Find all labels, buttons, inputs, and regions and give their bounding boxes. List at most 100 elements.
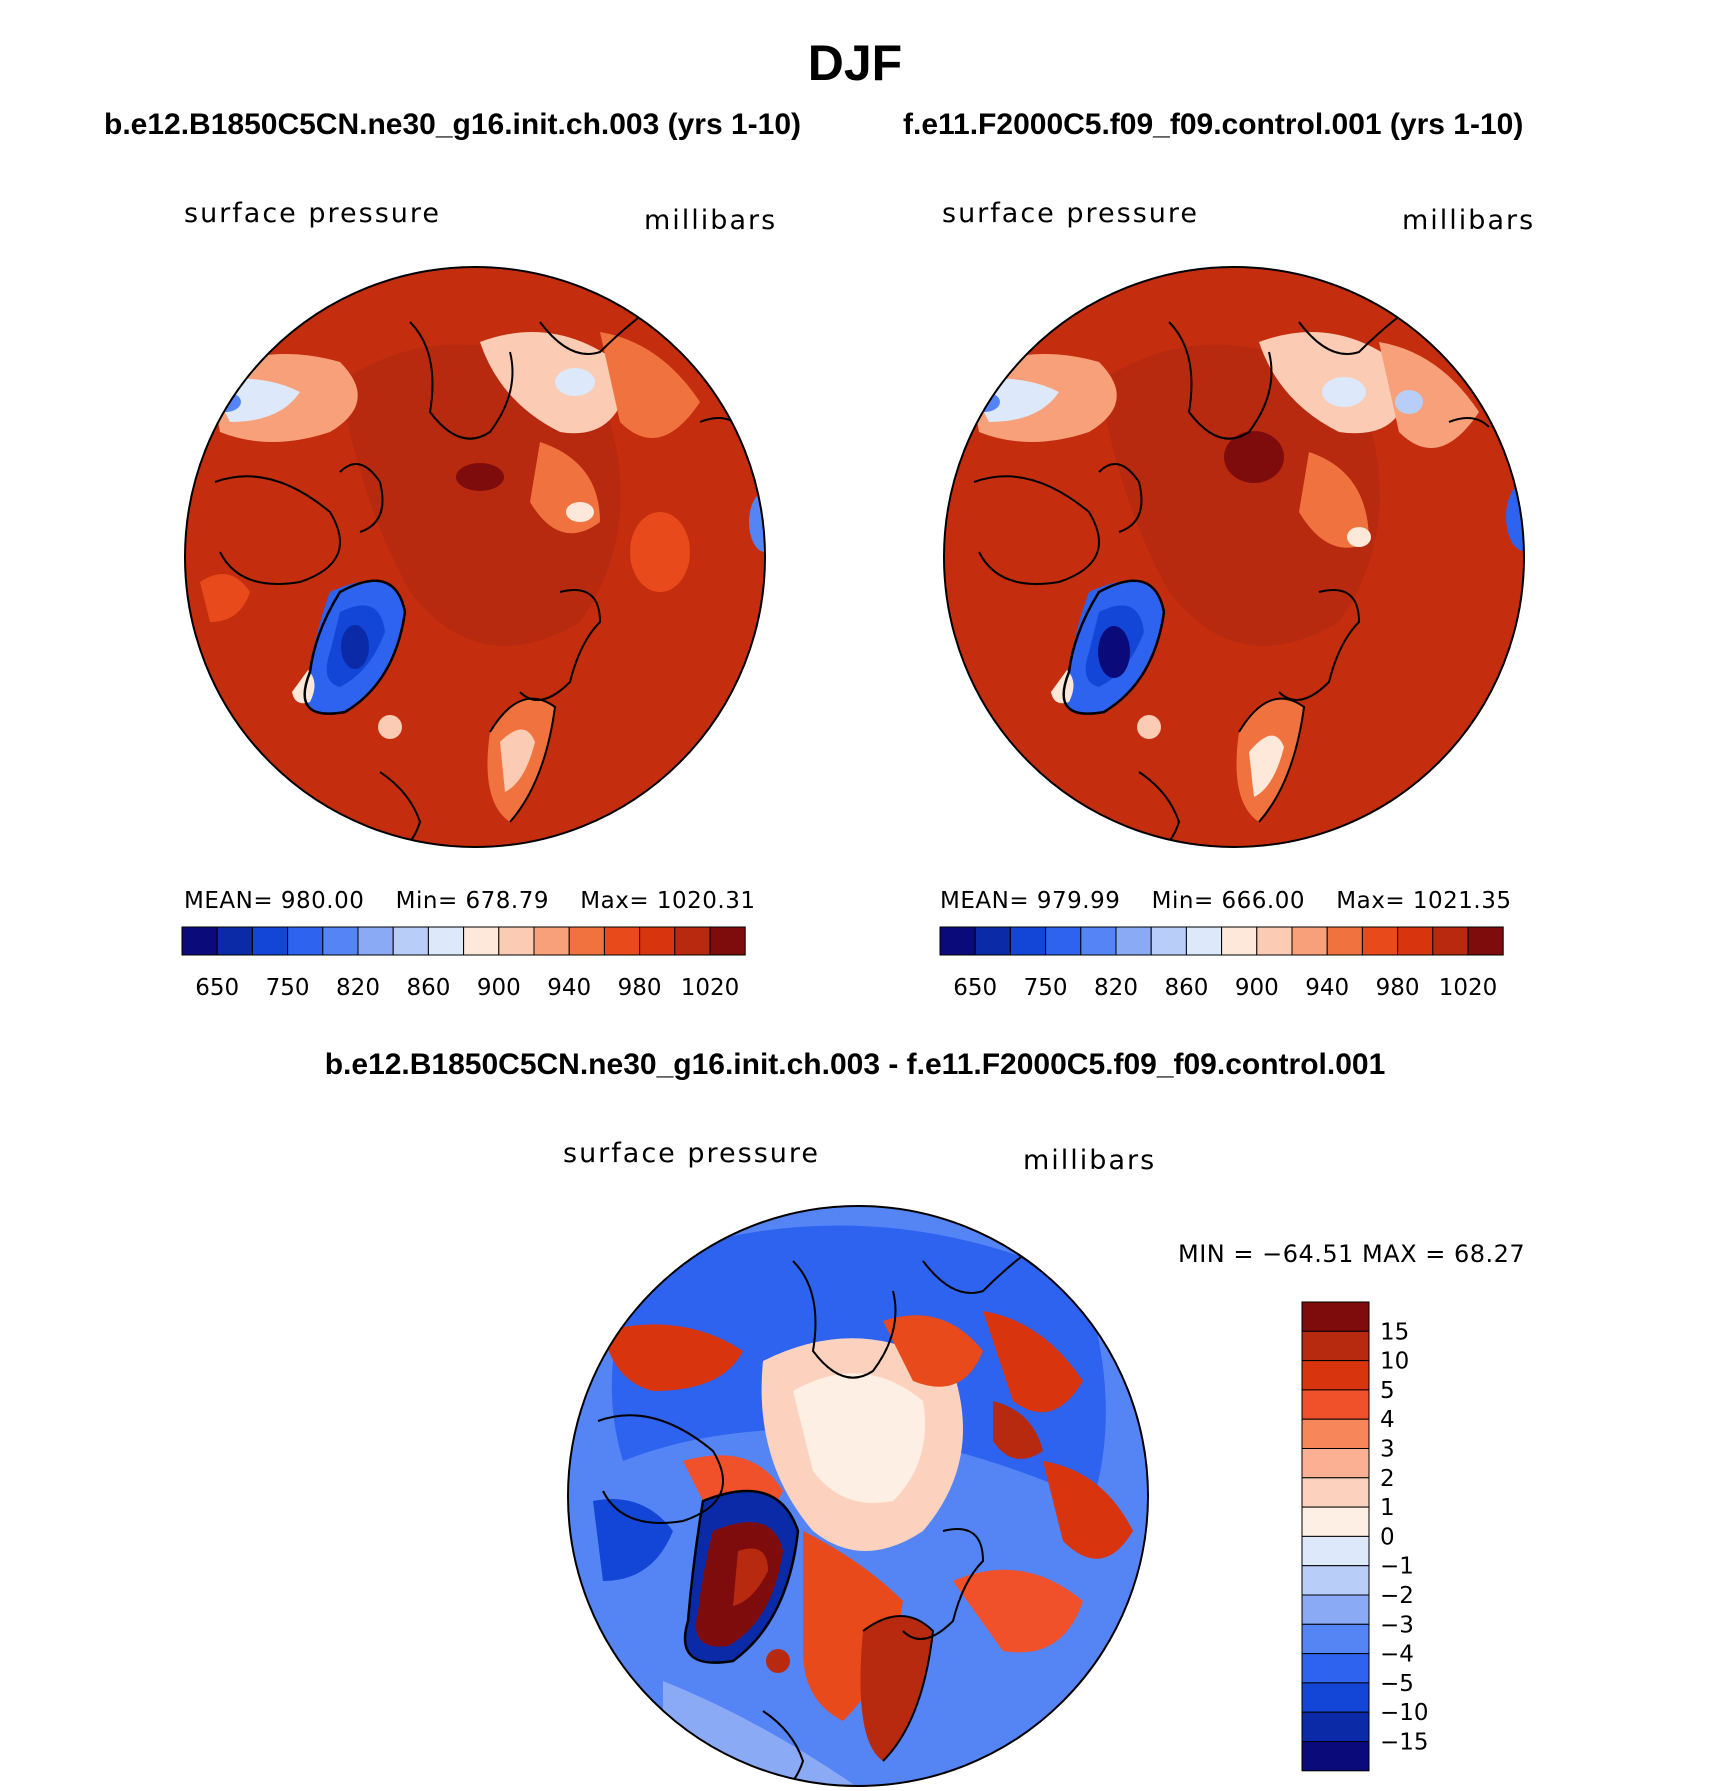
right-colorbar-tick-label: 940	[1305, 975, 1349, 1000]
left-colorbar-box	[427, 926, 465, 956]
left-colorbar-box	[568, 926, 605, 956]
right-mean: MEAN= 979.99	[940, 888, 1121, 914]
right-colorbar: 650 750 820 860 900 940 980 1020	[939, 926, 1504, 1000]
right-colorbar-box	[1009, 926, 1047, 956]
right-colorbar-box	[1150, 926, 1187, 956]
left-case-title: b.e12.B1850C5CN.ne30_g16.init.ch.003 (yr…	[104, 108, 802, 141]
left-stats: MEAN= 980.00 Min= 678.79 Max= 1020.31	[184, 888, 756, 914]
diff-colorbar-box	[1301, 1594, 1370, 1625]
left-colorbar-tick-label: 900	[477, 975, 521, 1000]
left-colorbar-tick-label: 940	[547, 975, 591, 1000]
diff-colorbar-tick-label: 4	[1380, 1407, 1395, 1433]
right-arctic-ocean	[1099, 344, 1380, 646]
right-colorbar-box	[939, 926, 976, 956]
diff-colorbar-box	[1301, 1653, 1370, 1684]
diff-colorbar-tick-label: 2	[1380, 1466, 1395, 1492]
diff-colorbar-box	[1301, 1330, 1370, 1362]
left-arctic-high	[456, 463, 504, 491]
figure-title: DJF	[807, 35, 903, 91]
right-colorbar-box	[1326, 926, 1363, 956]
left-colorbar-tick-label: 860	[406, 975, 450, 1000]
left-colorbar-box	[392, 926, 429, 956]
left-colorbar-box	[639, 926, 676, 956]
right-colorbar-box	[1467, 926, 1504, 956]
diff-colorbar-box	[1301, 1565, 1370, 1596]
diff-colorbar-tick-label: 0	[1380, 1524, 1395, 1550]
left-colorbar-box	[181, 926, 218, 956]
right-case-title: f.e11.F2000C5.f09_f09.control.001 (yrs 1…	[903, 108, 1524, 141]
left-colorbar-box	[251, 926, 289, 956]
right-stats: MEAN= 979.99 Min= 666.00 Max= 1021.35	[940, 888, 1512, 914]
diff-colorbar-tick-label: 15	[1380, 1319, 1409, 1345]
right-colorbar-box	[1432, 926, 1469, 956]
right-colorbar-tick-label: 1020	[1439, 975, 1498, 1000]
diff-colorbar-box	[1301, 1477, 1370, 1508]
left-colorbar-box	[533, 926, 570, 956]
right-colorbar-tick-label: 750	[1024, 975, 1068, 1000]
right-colorbar-box	[1291, 926, 1328, 956]
left-max: Max= 1020.31	[580, 888, 756, 914]
left-colorbar-box	[216, 926, 253, 956]
right-units-label: millibars	[1402, 205, 1536, 236]
diff-colorbar-box	[1301, 1301, 1370, 1332]
left-map-border	[184, 266, 766, 848]
left-colorbar-box	[674, 926, 711, 956]
left-colorbar-box	[498, 926, 535, 956]
right-colorbar-tick-label: 900	[1235, 975, 1279, 1000]
diff-colorbar-box	[1301, 1682, 1370, 1713]
right-colorbar-box	[1221, 926, 1258, 956]
diff-colorbar-tick-label: −5	[1380, 1671, 1414, 1697]
left-colorbar-box	[322, 926, 359, 956]
diff-colorbar-tick-label: −10	[1380, 1700, 1429, 1726]
diff-variable-label: surface pressure	[563, 1138, 820, 1169]
left-colorbar-tick-label: 980	[618, 975, 662, 1000]
right-arctic-high	[1224, 431, 1284, 483]
right-colorbar-box	[1045, 926, 1082, 956]
left-colorbar-box	[463, 926, 500, 956]
right-colorbar-box	[1185, 926, 1223, 956]
right-colorbar-tick-label: 980	[1376, 975, 1420, 1000]
diff-minmax: MIN = −64.51 MAX = 68.27	[1178, 1240, 1526, 1268]
diff-colorbar-box	[1301, 1506, 1370, 1537]
left-units-label: millibars	[644, 205, 778, 236]
diff-colorbar-tick-label: 1	[1380, 1495, 1395, 1521]
diff-units-label: millibars	[1023, 1145, 1157, 1176]
left-colorbar: 650 750 820 860 900 940 980 1020	[181, 926, 746, 1000]
right-colorbar-tick-label: 650	[953, 975, 997, 1000]
right-colorbar-box	[974, 926, 1011, 956]
left-colorbar-tick-label: 1020	[681, 975, 740, 1000]
left-colorbar-tick-label: 820	[336, 975, 380, 1000]
diff-colorbar-box	[1301, 1711, 1370, 1743]
diff-map-border	[567, 1205, 1149, 1787]
right-polar-map	[943, 266, 1525, 848]
right-colorbar-box	[1080, 926, 1117, 956]
diff-colorbar-box	[1301, 1448, 1370, 1479]
diff-colorbar-tick-label: 10	[1380, 1349, 1409, 1375]
diff-colorbar-tick-label: −3	[1380, 1612, 1414, 1638]
right-colorbar-box	[1256, 926, 1293, 956]
diff-colorbar-tick-label: −15	[1380, 1730, 1429, 1756]
diff-colorbar-box	[1301, 1418, 1370, 1449]
right-variable-label: surface pressure	[942, 198, 1199, 229]
diff-colorbar-tick-label: 3	[1380, 1437, 1395, 1463]
left-polar-map	[184, 266, 766, 848]
diff-colorbar-tick-label: −2	[1380, 1583, 1414, 1609]
diff-colorbar-box	[1301, 1535, 1370, 1567]
right-colorbar-box	[1397, 926, 1434, 956]
right-colorbar-box	[1115, 926, 1152, 956]
left-variable-label: surface pressure	[184, 198, 441, 229]
right-max: Max= 1021.35	[1336, 888, 1512, 914]
right-colorbar-tick-label: 820	[1094, 975, 1138, 1000]
left-colorbar-box	[357, 926, 394, 956]
diff-colorbar-tick-label: 5	[1380, 1378, 1395, 1404]
left-mean: MEAN= 980.00	[184, 888, 365, 914]
left-min: Min= 678.79	[395, 888, 550, 914]
right-colorbar-tick-label: 860	[1164, 975, 1208, 1000]
diff-colorbar-tick-label: −1	[1380, 1554, 1414, 1580]
left-colorbar-box	[709, 926, 746, 956]
left-colorbar-tick-label: 650	[195, 975, 239, 1000]
diff-colorbar-box	[1301, 1741, 1370, 1772]
diff-polar-map	[567, 1205, 1149, 1787]
diff-colorbar-box	[1301, 1360, 1370, 1391]
right-colorbar-box	[1361, 926, 1399, 956]
